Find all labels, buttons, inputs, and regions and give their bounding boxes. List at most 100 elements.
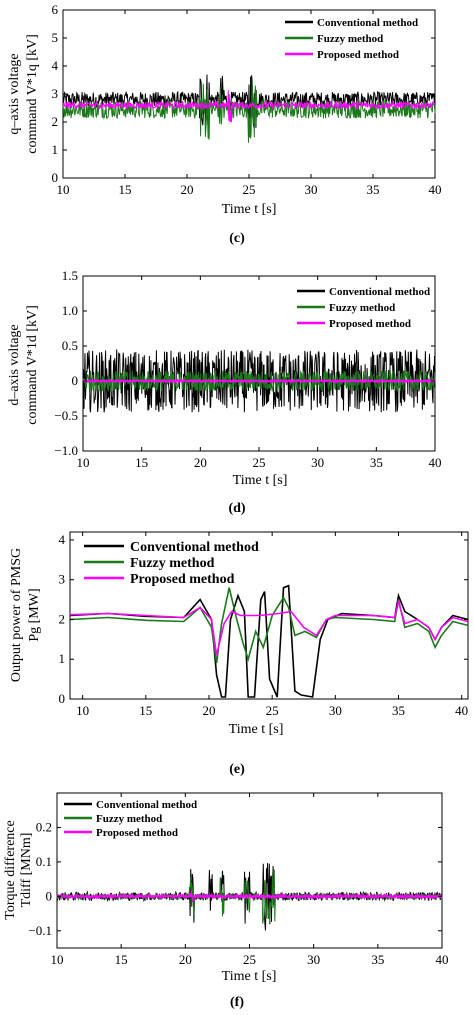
series-group: [56, 862, 443, 931]
y-axis-label-line2: Pg [MW]: [27, 588, 42, 641]
x-tick-label: 15: [115, 952, 128, 967]
legend: Conventional method Fuzzy method Propose…: [84, 540, 259, 587]
y-tick-label: 6: [52, 2, 59, 17]
legend: Conventional method Fuzzy method Propose…: [64, 799, 197, 839]
series-line-1: [56, 869, 443, 924]
y-tick-label: 0.1: [36, 854, 52, 869]
y-tick-label: 0: [59, 691, 66, 706]
x-tick-label: 25: [253, 455, 266, 470]
y-tick-label: 0: [52, 170, 59, 185]
x-tick-label: 30: [311, 455, 324, 470]
x-tick-label: 15: [139, 703, 152, 718]
x-tick-label: 15: [135, 455, 148, 470]
y-axis-label-line2: command V*1d [kV]: [25, 305, 40, 425]
legend-label: Fuzzy method: [317, 33, 383, 45]
x-tick-label: 40: [436, 952, 449, 967]
legend-label: Fuzzy method: [130, 556, 215, 571]
panel-label: (d): [228, 501, 245, 516]
x-axis-label: Time t [s]: [229, 722, 284, 737]
panel-f: 10 15 20 25 30 35 40 −0.1 0 0.1 0.2 Torque differ…: [3, 792, 449, 1010]
y-axis-label-line1: Output power of PMSG: [9, 548, 24, 682]
x-tick-label: 35: [392, 703, 405, 718]
y-tick-label: 4: [59, 532, 66, 547]
x-tick-label: 40: [429, 182, 442, 197]
x-tick-label: 40: [429, 455, 442, 470]
legend-label: Conventional method: [130, 540, 259, 555]
series-line-0: [69, 584, 469, 698]
y-tick-label: 1.0: [62, 303, 78, 318]
legend-label: Fuzzy method: [329, 302, 395, 314]
x-ticks: 10 15 20 25 30 35 40: [57, 10, 442, 197]
y-tick-label: 1.5: [62, 268, 78, 283]
series-line-1: [82, 369, 436, 393]
x-tick-label: 25: [243, 952, 256, 967]
legend: Conventional method Fuzzy method Propose…: [285, 17, 418, 61]
y-tick-label: 0: [46, 888, 53, 903]
series-group: [62, 74, 436, 143]
series-line-2: [62, 90, 436, 123]
legend-label: Proposed method: [130, 572, 235, 587]
x-tick-label: 35: [370, 455, 383, 470]
y-axis-label-line2: command V*1q [kV]: [25, 34, 40, 154]
x-ticks: 10 15 20 25 30 35 40: [77, 276, 442, 470]
x-tick-label: 10: [77, 455, 90, 470]
legend-label: Conventional method: [96, 799, 197, 811]
y-axis-label-line1: Torque difference: [3, 820, 18, 919]
y-tick-label: 3: [59, 572, 66, 587]
y-tick-label: 0.2: [36, 819, 52, 834]
x-axis-label: Time t [s]: [233, 473, 288, 488]
x-tick-label: 25: [243, 182, 256, 197]
y-ticks: −1.0 −0.5 0 0.5 1.0 1.5: [54, 268, 435, 458]
x-axis-label: Time t [s]: [222, 202, 277, 217]
y-tick-label: 2: [52, 114, 59, 129]
y-ticks: 0 1 2 3 4 5 6: [52, 2, 435, 185]
x-axis-label: Time t [s]: [222, 969, 277, 984]
x-tick-label: 25: [266, 703, 279, 718]
series-group: [82, 349, 436, 413]
y-tick-label: 1: [59, 651, 66, 666]
y-axis-label-line1: q–axis voltage: [7, 53, 22, 134]
legend-label: Proposed method: [329, 318, 411, 330]
y-tick-label: 5: [52, 30, 59, 45]
x-tick-label: 20: [179, 952, 192, 967]
x-ticks: 10 15 20 25 30 35 40: [51, 793, 449, 967]
y-tick-label: 2: [59, 611, 66, 626]
x-tick-label: 30: [307, 952, 320, 967]
panel-d: 10 15 20 25 30 35 40 −1.0 −0.5 0 0.5 1.0 1.5 d–axis…: [7, 268, 442, 516]
legend-label: Proposed method: [317, 49, 399, 61]
y-ticks: 0 1 2 3 4: [59, 532, 468, 706]
legend-label: Fuzzy method: [96, 813, 162, 825]
x-tick-label: 30: [305, 182, 318, 197]
panel-c: 10 15 20 25 30 35 40 0 1 2 3 4 5 6 q–axis voltage co…: [7, 2, 442, 246]
y-tick-label: −0.5: [54, 408, 78, 423]
panel-label: (c): [229, 231, 245, 246]
series-group: [69, 584, 469, 698]
x-tick-label: 20: [194, 455, 207, 470]
y-tick-label: 0.5: [62, 338, 78, 353]
x-tick-label: 10: [76, 703, 89, 718]
y-tick-label: 1: [52, 142, 59, 157]
y-tick-label: 0: [72, 373, 79, 388]
x-tick-label: 35: [367, 182, 380, 197]
x-ticks: 10 15 20 25 30 35 40: [76, 532, 468, 718]
legend-label: Conventional method: [329, 286, 430, 298]
panel-label: (f): [230, 995, 244, 1010]
x-tick-label: 10: [51, 952, 64, 967]
panel-label: (e): [229, 762, 245, 777]
y-tick-label: 4: [52, 58, 59, 73]
y-tick-label: 3: [52, 86, 59, 101]
legend-label: Proposed method: [96, 827, 178, 839]
y-axis-label-line1: d–axis voltage: [7, 324, 22, 405]
series-line-2: [69, 598, 469, 656]
panel-e: 10 15 20 25 30 35 40 0 1 2 3 4 Output power of PMS…: [9, 531, 469, 777]
y-tick-label: −0.1: [28, 923, 52, 938]
y-axis-label-line2: Tdiff [MNm]: [19, 833, 34, 908]
x-tick-label: 30: [329, 703, 342, 718]
x-tick-label: 20: [181, 182, 194, 197]
series-line-1: [69, 587, 469, 664]
x-tick-label: 15: [119, 182, 132, 197]
x-tick-label: 10: [57, 182, 70, 197]
y-tick-label: −1.0: [54, 443, 78, 458]
x-tick-label: 20: [202, 703, 215, 718]
